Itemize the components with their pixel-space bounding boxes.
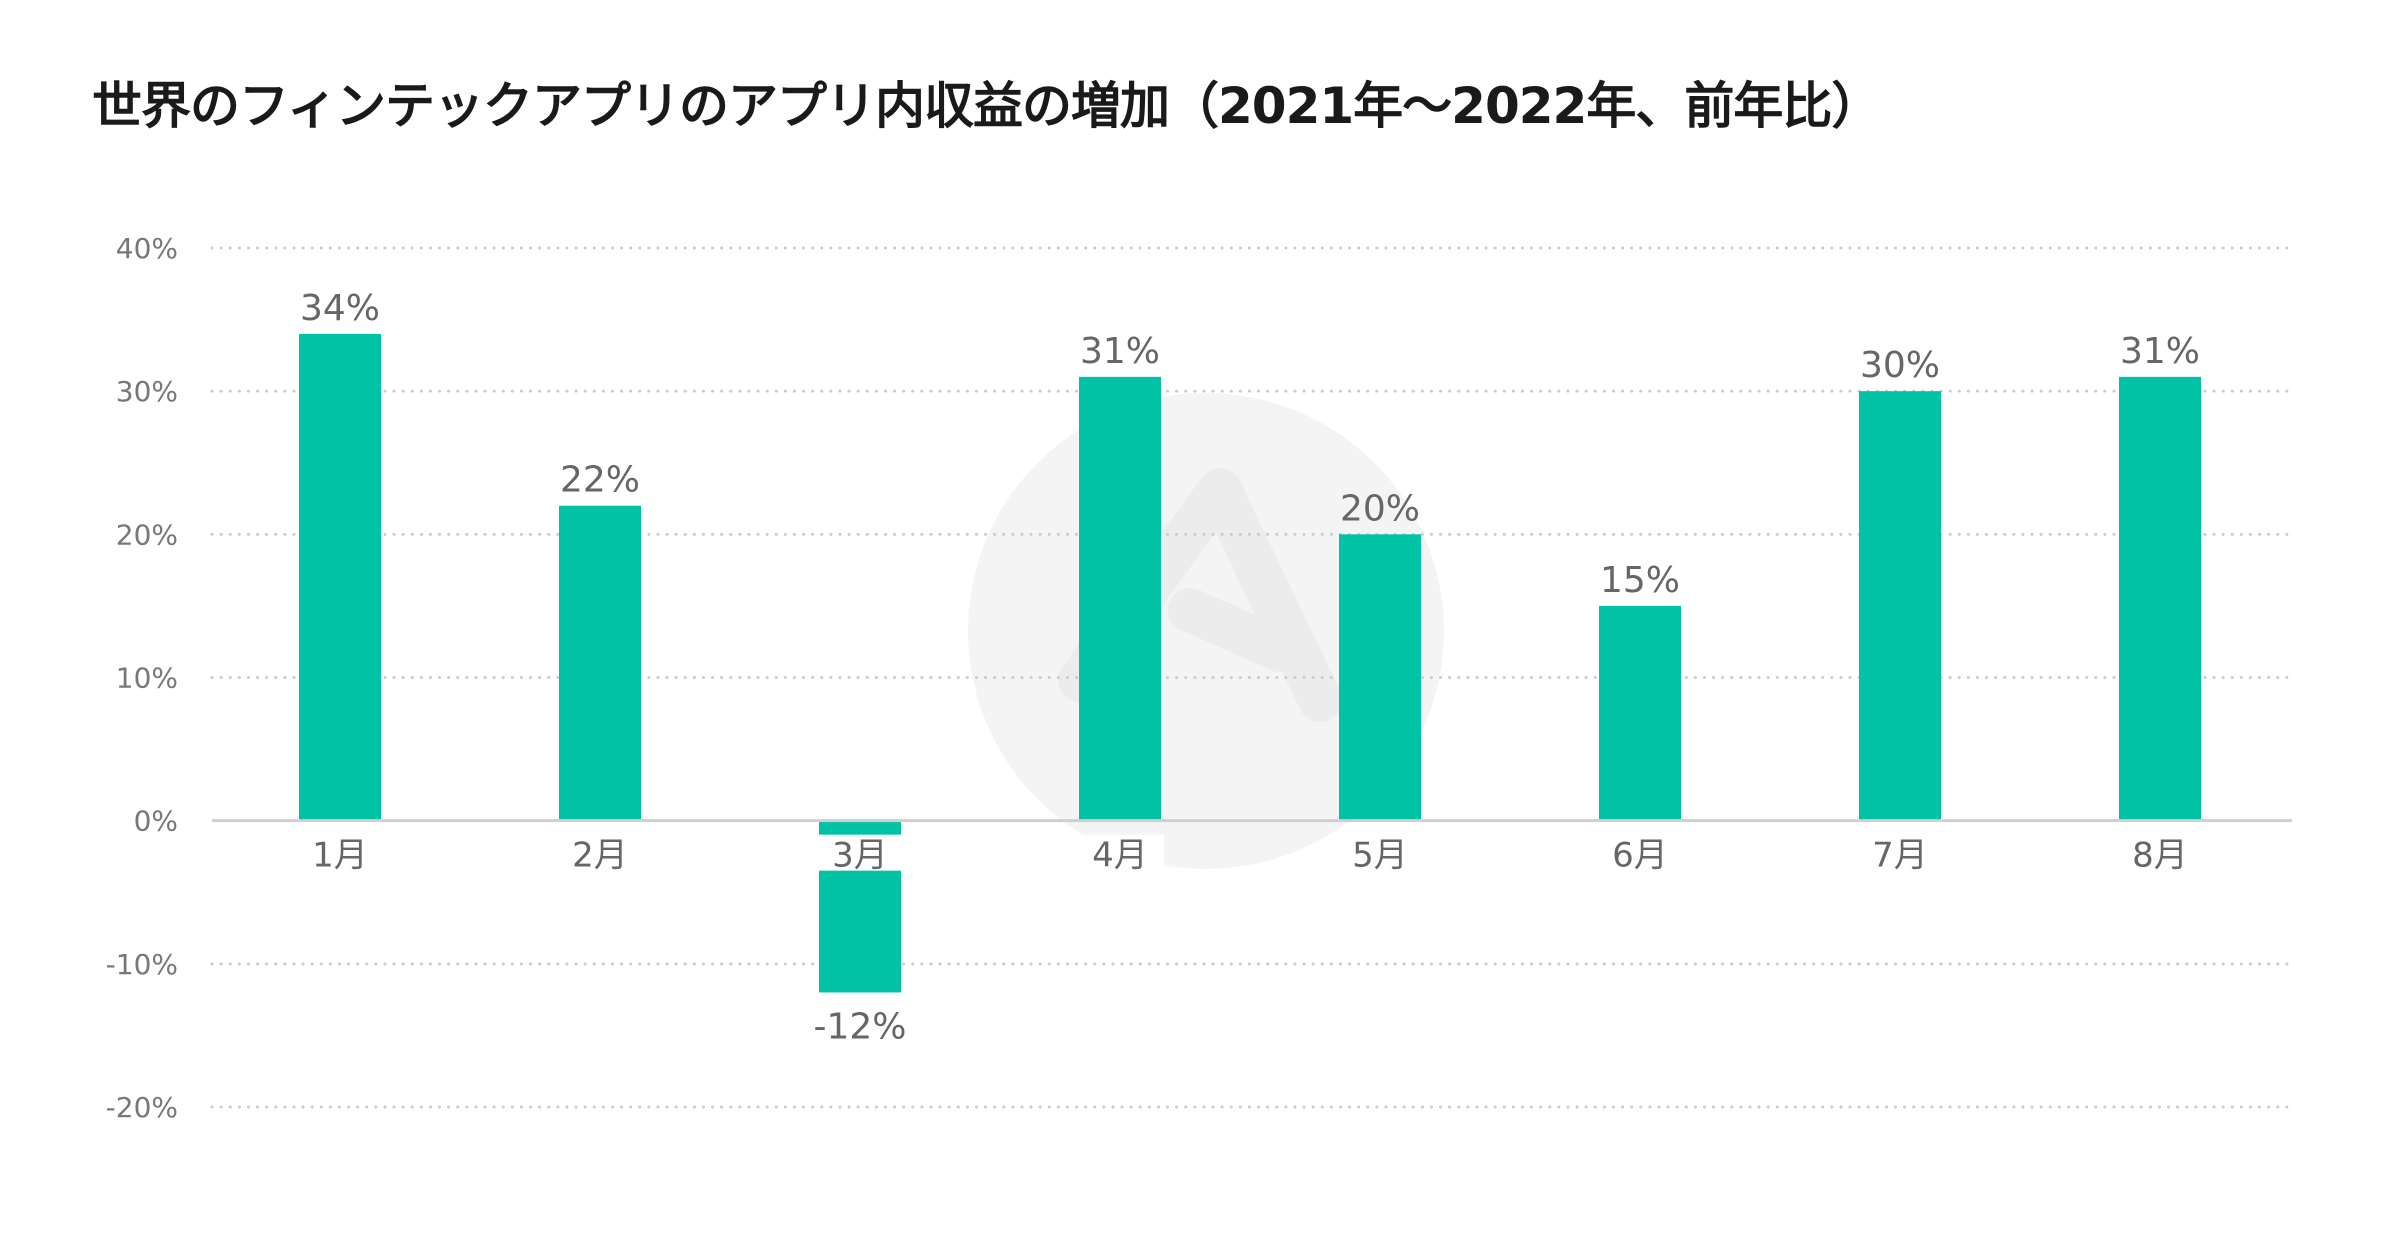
data-label: 31% — [1080, 331, 1160, 372]
y-tick-label: 10% — [116, 662, 178, 695]
data-label: 22% — [560, 460, 640, 501]
data-label: 15% — [1600, 560, 1680, 601]
bar-8月 — [2119, 376, 2201, 821]
data-label: -12% — [813, 1006, 906, 1047]
x-tick-label: 6月 — [1612, 836, 1668, 876]
data-label: 31% — [2120, 331, 2200, 372]
y-tick-label: 20% — [116, 518, 178, 551]
x-label-background — [816, 834, 904, 871]
x-label-background — [1336, 834, 1424, 871]
bar-2月 — [559, 505, 641, 821]
chart-title: 世界のフィンテックアプリのアプリ内収益の増加（2021年〜2022年、前年比） — [92, 77, 1881, 135]
data-label: 20% — [1340, 488, 1420, 529]
data-label: 30% — [1860, 345, 1940, 386]
bar-6月 — [1599, 605, 1681, 821]
y-tick-label: -10% — [106, 948, 178, 981]
x-tick-label: 4月 — [1092, 836, 1148, 876]
y-tick-label: 0% — [134, 805, 178, 838]
x-tick-label: 2月 — [572, 836, 628, 876]
x-tick-label: 1月 — [312, 836, 368, 876]
y-tick-label: 30% — [116, 375, 178, 408]
x-tick-label: 3月 — [832, 836, 888, 876]
bar-7月 — [1859, 391, 1941, 821]
x-label-background — [296, 834, 384, 871]
x-tick-label: 7月 — [1872, 836, 1928, 876]
bar-5月 — [1339, 534, 1421, 821]
bar-4月 — [1079, 376, 1161, 821]
x-tick-label: 8月 — [2132, 836, 2188, 876]
data-label: 34% — [300, 288, 380, 329]
x-label-background — [556, 834, 644, 871]
x-label-background — [2116, 834, 2204, 871]
x-label-background — [1076, 834, 1164, 871]
y-tick-label: -20% — [106, 1091, 178, 1124]
x-label-background — [1856, 834, 1944, 871]
x-label-background — [1596, 834, 1684, 871]
y-tick-label: 40% — [116, 232, 178, 265]
bar-1月 — [299, 333, 381, 821]
x-tick-label: 5月 — [1352, 836, 1408, 876]
